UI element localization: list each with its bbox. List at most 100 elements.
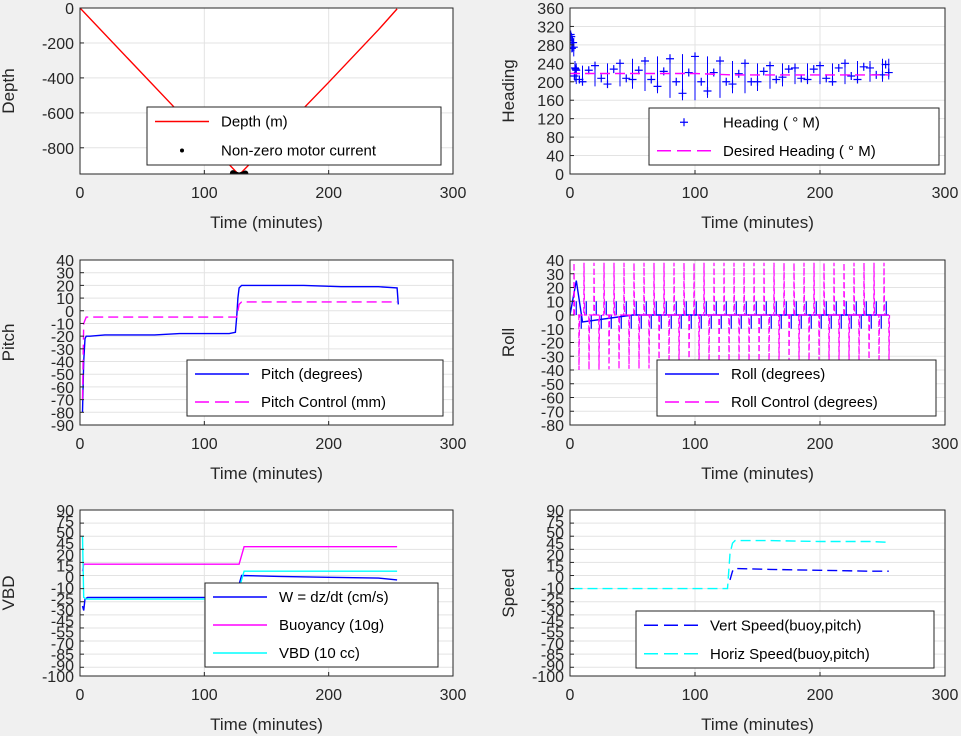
y-tick-label: -10 [541, 322, 564, 339]
y-tick-label: -20 [51, 329, 74, 346]
data-point [591, 61, 599, 70]
data-point [603, 80, 612, 89]
x-tick-label: 0 [566, 687, 575, 704]
legend: Heading ( ° M) Desired Heading ( ° M) [648, 107, 940, 166]
y-tick-label: 10 [56, 291, 74, 308]
legend-label: Vert Speed(buoy,pitch) [710, 617, 861, 634]
legend: Roll (degrees) Roll Control (degrees) [656, 359, 937, 417]
panel-4: 0 100 200 300403020100-10-20-30-40-50-60-70… [499, 253, 958, 483]
y-axis-label: Heading [499, 59, 518, 122]
x-tick-label: 200 [315, 185, 342, 202]
x-axis-label: Time (minutes) [210, 464, 323, 483]
data-point [834, 63, 843, 72]
x-tick-label: 0 [566, 436, 575, 453]
y-tick-label: -10 [51, 316, 74, 333]
legend-label: W = dz/dt (cm/s) [279, 589, 389, 606]
legend-marker [180, 148, 184, 153]
panel-5: 0 100 200 3009075504520150-10-25-30-45-55-7… [0, 503, 466, 734]
legend-box [656, 359, 937, 417]
x-axis-label: Time (minutes) [701, 213, 814, 232]
data-point [575, 75, 584, 84]
y-tick-label: 280 [537, 38, 564, 55]
panel-3: 0 100 200 300403020100-10-20-30-40-50-60-70… [0, 253, 466, 483]
y-axis-label: Depth [0, 68, 18, 113]
x-tick-label: 200 [807, 436, 834, 453]
y-tick-label: 20 [56, 278, 74, 295]
x-tick-label: 300 [932, 436, 959, 453]
y-tick-label: -50 [541, 377, 564, 394]
axes-frame [79, 259, 454, 426]
y-tick-label: -70 [51, 636, 74, 653]
x-axis-label: Time (minutes) [210, 715, 323, 734]
data-point [866, 63, 874, 72]
data-layer [570, 262, 891, 371]
x-tick-label: 100 [191, 436, 218, 453]
legend-box [635, 610, 935, 669]
y-tick-label: -400 [42, 71, 74, 88]
series-line-2 [570, 72, 889, 76]
data-point [570, 44, 576, 53]
y-axis-label: VBD [0, 576, 18, 611]
y-tick-label: -25 [541, 592, 564, 609]
axes-frame [79, 509, 454, 677]
data-point [853, 75, 862, 84]
legend-label: Depth (m) [221, 114, 288, 131]
legend-marker [680, 118, 688, 127]
y-tick-label: 75 [56, 514, 74, 531]
axes-frame [79, 7, 454, 175]
legend: W = dz/dt (cm/s) Buoyancy (10g) VBD (10 cc… [204, 582, 439, 668]
series-line-2 [81, 546, 398, 572]
data-point [697, 77, 706, 86]
legend-label: Roll Control (degrees) [731, 394, 878, 411]
x-axis-label: Time (minutes) [701, 715, 814, 734]
data-point [672, 77, 681, 86]
data-point [616, 59, 624, 68]
axes-frame [569, 509, 946, 677]
y-tick-label: -45 [51, 614, 74, 631]
y-tick-label: 0 [65, 304, 74, 321]
data-point [822, 74, 831, 83]
y-tick-label: -70 [51, 393, 74, 410]
y-tick-label: -10 [541, 580, 564, 597]
x-tick-label: 0 [76, 436, 85, 453]
legend-label: Roll (degrees) [731, 366, 825, 383]
y-tick-label: 160 [537, 93, 564, 110]
data-point [828, 77, 837, 86]
y-tick-label: -30 [541, 349, 564, 366]
y-tick-label: 120 [537, 112, 564, 129]
y-tick-label: 20 [546, 281, 564, 298]
x-axis-label: Time (minutes) [210, 213, 323, 232]
y-tick-label: 20 [56, 547, 74, 564]
y-tick-label: -45 [541, 614, 564, 631]
x-tick-label: 0 [76, 687, 85, 704]
y-tick-label: 0 [65, 569, 74, 586]
series-line-2 [81, 301, 398, 400]
x-tick-label: 0 [566, 185, 575, 202]
data-point [803, 75, 812, 84]
y-tick-label: 200 [537, 75, 564, 92]
y-tick-label: -90 [51, 658, 74, 675]
y-tick-label: -100 [532, 669, 564, 686]
panel-6: 0 100 200 3009075504520150-10-25-30-45-55-7… [499, 503, 958, 734]
y-tick-label: -70 [541, 636, 564, 653]
y-tick-label: 30 [546, 267, 564, 284]
y-tick-label: -100 [42, 669, 74, 686]
data-point [772, 75, 781, 84]
x-tick-label: 300 [440, 185, 467, 202]
data-point [766, 61, 774, 70]
y-tick-label: 90 [56, 503, 74, 520]
data-point [571, 65, 580, 74]
data-layer [570, 30, 893, 101]
legend-label: Pitch (degrees) [261, 366, 363, 383]
y-tick-label: 50 [546, 525, 564, 542]
y-tick-label: -30 [541, 603, 564, 620]
data-point [784, 65, 793, 74]
legend-box [648, 107, 940, 166]
y-tick-label: 240 [537, 56, 564, 73]
y-tick-label: 320 [537, 19, 564, 36]
series-line-2 [573, 262, 891, 371]
y-tick-label: -25 [51, 592, 74, 609]
y-tick-label: -50 [51, 367, 74, 384]
x-tick-label: 100 [191, 185, 218, 202]
